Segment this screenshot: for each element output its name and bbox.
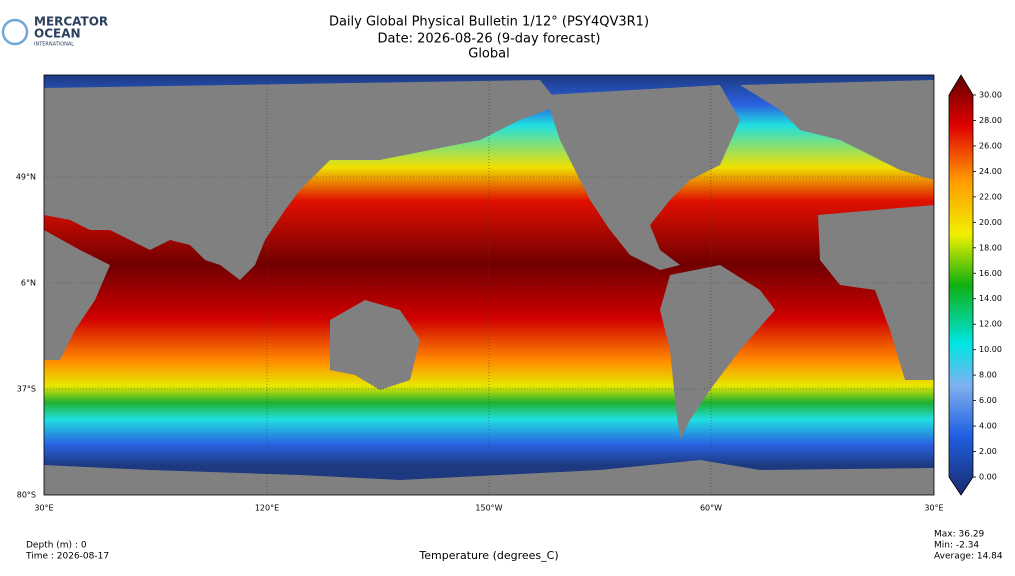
lon-label: 60°W: [700, 504, 722, 513]
logo-icon: [1, 18, 29, 46]
logo: MERCATOR OCEAN INTERNATIONAL: [1, 15, 108, 48]
date: Date: 2026-08-26 (9-day forecast): [378, 32, 601, 47]
lat-label: 37°S: [17, 385, 36, 394]
stat-average: Average: 14.84: [934, 552, 1003, 562]
eurasia: [44, 80, 560, 280]
stat-max: Max: 36.29: [934, 530, 985, 540]
map: 49°N 6°N 37°S 80°S 30°E 120°E 150°W 60°W…: [16, 74, 944, 513]
africa-east: [44, 230, 110, 360]
africa-west: [818, 205, 934, 380]
logo-text: INTERNATIONAL: [34, 42, 74, 48]
lat-label: 49°N: [16, 173, 36, 182]
north-america: [545, 85, 740, 270]
colorbar-tick-label: 4.00: [979, 422, 997, 431]
map-frame: [43, 74, 935, 496]
stat-min: Min: -2.34: [934, 541, 979, 551]
colorbar-tick-label: 30.00: [979, 91, 1002, 100]
colorbar-tick-label: 14.00: [979, 294, 1002, 303]
colorbar-tick-label: 22.00: [979, 192, 1002, 201]
region: Global: [468, 47, 509, 62]
colorbar-tick-label: 28.00: [979, 116, 1002, 125]
time: Time : 2026-08-17: [25, 552, 109, 562]
colorbar-bar: [948, 74, 974, 496]
colorbar-tick-label: 12.00: [979, 320, 1002, 329]
lon-label: 30°E: [34, 504, 53, 513]
colorbar-tick-label: 20.00: [979, 218, 1002, 227]
title: Daily Global Physical Bulletin 1/12° (PS…: [329, 15, 649, 30]
land: [44, 80, 934, 495]
colorbar-tick-label: 8.00: [979, 371, 997, 380]
graticule: [44, 75, 934, 495]
depth: Depth (m) : 0: [26, 541, 87, 551]
colorbar-tick-label: 2.00: [979, 447, 997, 456]
europe-north: [740, 80, 934, 180]
colorbar: 0.00 2.00 4.00 6.00 8.00 10.00 12.00 14.00 16.00…: [948, 74, 1002, 496]
lon-label: 30°E: [924, 504, 943, 513]
lat-label: 6°N: [21, 279, 36, 288]
colorbar-tick-label: 10.00: [979, 345, 1002, 354]
variable: Temperature (degrees_C): [418, 549, 558, 562]
colorbar-tick-label: 26.00: [979, 141, 1002, 150]
colorbar-tick-label: 16.00: [979, 269, 1002, 278]
south-america: [660, 265, 775, 440]
colorbar-tick-label: 18.00: [979, 243, 1002, 252]
colorbar-tick-label: 6.00: [979, 396, 997, 405]
australia: [330, 300, 420, 390]
logo-text: OCEAN: [34, 27, 81, 41]
logo-text: MERCATOR: [34, 15, 108, 29]
colorbar-tick-label: 0.00: [979, 473, 997, 482]
colorbar-tick-label: 24.00: [979, 167, 1002, 176]
lon-label: 120°E: [255, 504, 279, 513]
lon-label: 150°W: [475, 504, 502, 513]
lat-label: 80°S: [17, 491, 36, 500]
